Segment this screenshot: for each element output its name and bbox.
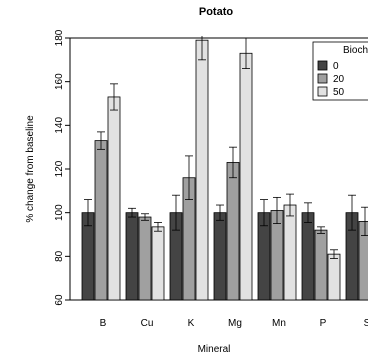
- x-tick-label: Mn: [272, 318, 286, 329]
- y-tick-label: 120: [54, 160, 65, 177]
- x-axis-label: Mineral: [198, 344, 231, 355]
- bar: [107, 96, 121, 301]
- y-tick-label: 100: [54, 204, 65, 221]
- legend-swatch: [317, 86, 328, 97]
- x-tick-label: Cu: [141, 318, 154, 329]
- legend-label: 20: [333, 74, 345, 85]
- bar: [138, 216, 152, 301]
- x-tick-label: B: [100, 318, 107, 329]
- x-tick-label: S: [364, 318, 368, 329]
- bar: [125, 212, 139, 301]
- x-tick-label: K: [188, 318, 195, 329]
- bar: [327, 253, 341, 301]
- legend: Bioch 0 20 50: [312, 41, 368, 101]
- error-bars: [84, 36, 368, 259]
- x-axis-ticks: B Cu K Mg Mn P S: [100, 318, 368, 329]
- x-tick-label: P: [320, 318, 327, 329]
- bar: [94, 140, 108, 301]
- y-tick-label: 180: [54, 29, 65, 46]
- bar: [213, 212, 227, 301]
- bar: [358, 220, 368, 301]
- bar: [151, 226, 165, 301]
- bar: [301, 212, 315, 301]
- y-tick-label: 160: [54, 73, 65, 90]
- legend-title: Bioch: [343, 45, 368, 56]
- legend-swatch: [317, 60, 328, 71]
- bar: [226, 162, 240, 301]
- chart-title: Potato: [199, 6, 234, 18]
- y-axis-label: % change from baseline: [25, 115, 36, 223]
- bar: [239, 52, 253, 301]
- y-tick-label: 80: [54, 250, 65, 262]
- y-tick-label: 140: [54, 117, 65, 134]
- x-tick-label: Mg: [228, 318, 242, 329]
- bar: [283, 204, 297, 301]
- bar: [314, 229, 328, 301]
- legend-label: 50: [333, 87, 345, 98]
- legend-label: 0: [333, 61, 339, 72]
- legend-swatch: [317, 73, 328, 84]
- y-tick-label: 60: [54, 294, 65, 306]
- bar: [195, 39, 209, 301]
